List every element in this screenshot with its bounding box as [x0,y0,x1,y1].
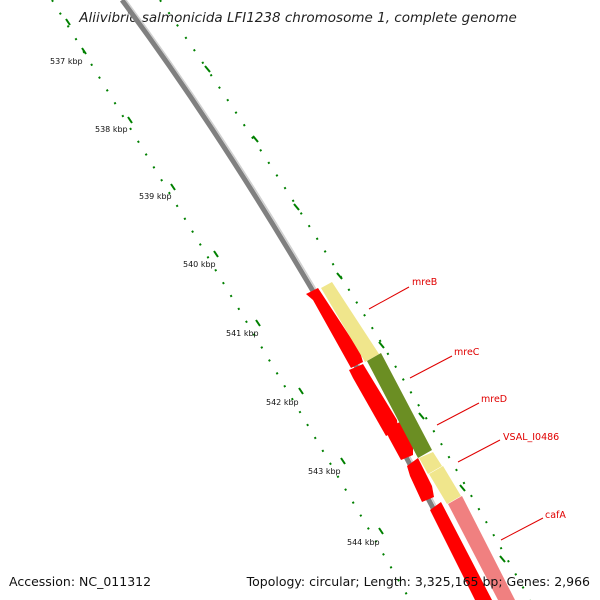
cds-feature[interactable] [349,364,398,436]
major-tick [378,341,385,349]
map-title: Aliivibrio salmonicida LFI1238 chromosom… [78,10,517,26]
gene-label-VSAL_I0486[interactable]: VSAL_I0486 [503,432,559,443]
leader-line [500,517,544,541]
cds-feature[interactable] [385,422,413,460]
major-tick [170,183,176,191]
tick-label: 537 kbp [50,57,83,66]
gene-VSAL_I0486[interactable] [429,466,461,504]
inner-major-ticks [65,18,384,535]
tick-label: 544 kbp [347,538,380,547]
gene-leaders [368,286,544,541]
tick-label: 543 kbp [308,467,341,476]
major-tick [418,412,425,420]
accession-text: Accession: NC_011312 [9,574,151,589]
major-tick [81,47,87,55]
backbone-ring [119,0,483,600]
gene-label-mreC[interactable]: mreC [454,347,480,358]
outer-tick-ring [159,0,531,600]
major-tick [378,527,384,535]
major-tick [252,135,259,143]
gene-mreC[interactable] [367,353,432,458]
major-tick [459,484,466,492]
major-tick [127,116,133,124]
backbone-highlight [125,0,485,600]
leader-line [409,355,453,379]
leader-line [457,439,501,463]
major-tick [255,319,261,327]
tick-label: 539 kbp [139,192,172,201]
major-tick [293,203,300,211]
inner-tick-ring [51,0,411,600]
outer-major-ticks [204,65,506,563]
major-tick [336,272,343,280]
leader-line [436,402,480,426]
cds-feature[interactable] [430,502,492,600]
cds-track [306,288,492,600]
tick-label: 540 kbp [183,260,216,269]
major-tick [499,555,506,563]
gene-label-cafA[interactable]: cafA [545,510,566,521]
major-tick [65,18,71,26]
cds-feature[interactable] [407,458,434,502]
gene-labels: mreB mreC mreD VSAL_I0486 cafA [412,277,566,521]
tick-label: 542 kbp [266,398,299,407]
leader-line [368,286,410,310]
gene-cafA[interactable] [448,496,515,600]
gene-track [321,282,515,600]
gene-label-mreB[interactable]: mreB [412,277,437,288]
gene-mreD[interactable] [419,452,442,474]
gene-mreB[interactable] [321,282,379,362]
scale-labels: 537 kbp 538 kbp 539 kbp 540 kbp 541 kbp … [50,57,380,547]
major-tick [213,250,219,258]
tick-label: 538 kbp [95,125,128,134]
tick-label: 541 kbp [226,329,259,338]
major-tick [340,457,346,465]
genome-summary-text: Topology: circular; Length: 3,325,165 bp… [246,574,590,589]
major-tick [298,387,304,395]
cds-feature[interactable] [306,288,363,368]
major-tick [204,65,211,73]
gene-label-mreD[interactable]: mreD [481,394,507,405]
